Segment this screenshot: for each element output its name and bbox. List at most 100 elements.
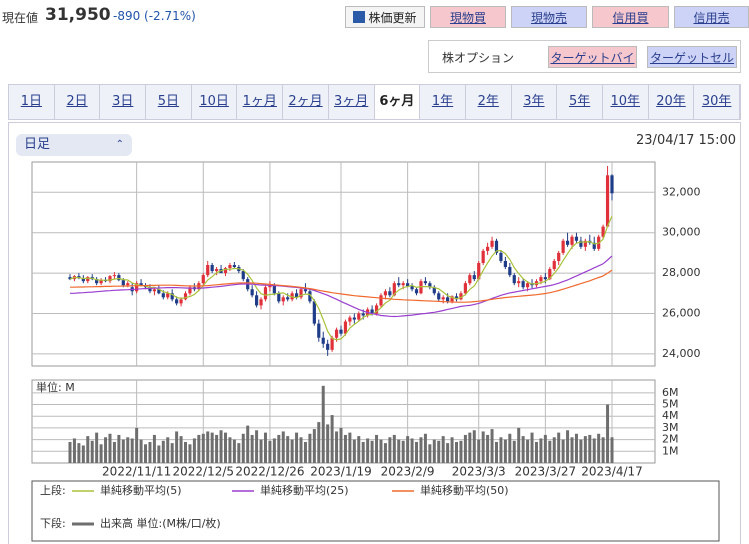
candle-body — [272, 285, 276, 294]
volume-bar — [175, 431, 179, 463]
period-tab[interactable]: 2日 — [55, 85, 101, 119]
volume-bar — [268, 440, 272, 463]
candle-body — [152, 289, 157, 292]
period-tab[interactable]: 3日 — [100, 85, 147, 119]
moving-average — [70, 255, 613, 318]
volume-bar — [290, 439, 294, 463]
volume-bar — [104, 437, 108, 463]
candle-body — [135, 283, 139, 292]
period-tab[interactable]: 5年 — [557, 85, 603, 119]
candle-body — [388, 291, 392, 296]
candle-body — [477, 262, 481, 280]
volume-bar — [383, 443, 387, 463]
period-tab[interactable]: 2年 — [466, 85, 512, 119]
volume-bar — [459, 440, 463, 463]
period-tab[interactable]: 1日 — [9, 85, 55, 119]
candle-body — [179, 299, 183, 304]
candle-body — [175, 299, 179, 304]
volume-bar — [494, 441, 498, 463]
candle-body — [414, 289, 419, 294]
volume-bar — [406, 436, 410, 463]
volume-bar — [130, 438, 134, 463]
period-tab[interactable]: 20年 — [649, 85, 695, 119]
period-tab[interactable]: 6ヶ月 — [374, 85, 421, 119]
candle-body — [410, 286, 414, 290]
candle-body — [383, 291, 388, 296]
candle-body — [548, 269, 552, 280]
volume-bar — [508, 433, 512, 463]
candle-body — [348, 317, 352, 322]
x-tick-label: 2023/3/3 — [452, 465, 506, 479]
volume-bar — [281, 431, 285, 463]
margin-buy-button[interactable]: 信用買 — [592, 6, 669, 28]
candle-body — [472, 275, 476, 280]
legend-box — [31, 480, 720, 542]
candle-body — [406, 283, 410, 287]
period-tab[interactable]: 3年 — [512, 85, 558, 119]
volume-unit: 単位: M — [36, 380, 75, 394]
candle-body — [423, 281, 428, 284]
volume-bar — [121, 439, 125, 463]
volume-bar — [397, 439, 401, 463]
target-sell-button[interactable]: ターゲットセル — [647, 46, 737, 68]
volume-bar — [139, 439, 143, 463]
x-tick-label: 2022/11/11 — [102, 465, 171, 479]
candle-body — [126, 283, 130, 286]
volume-bar — [108, 433, 112, 463]
candle-body — [601, 226, 605, 237]
volume-tick-label: 1M — [662, 444, 679, 457]
candle-body — [183, 293, 188, 300]
volume-bar — [326, 424, 330, 463]
volume-bar — [455, 441, 459, 463]
volume-bar — [312, 429, 316, 463]
period-tab[interactable]: 1年 — [420, 85, 466, 119]
period-tab[interactable]: 10年 — [603, 85, 649, 119]
spot-buy-button[interactable]: 現物買 — [430, 6, 506, 28]
y-tick-label: 30,000 — [662, 226, 701, 239]
volume-bar — [250, 434, 254, 463]
volume-bar — [588, 434, 592, 463]
candle-body — [432, 287, 436, 294]
margin-sell-button[interactable]: 信用売 — [674, 6, 749, 28]
volume-bar — [570, 437, 574, 463]
volume-bar — [148, 441, 152, 463]
volume-bar — [259, 439, 263, 463]
volume-bar — [606, 404, 610, 463]
y-tick-label: 24,000 — [662, 347, 701, 360]
candle-body — [326, 343, 330, 350]
volume-bar — [503, 439, 507, 463]
candle-body — [206, 265, 210, 276]
period-tab[interactable]: 3ヶ月 — [329, 85, 375, 119]
volume-bar — [215, 434, 219, 463]
candle-body — [157, 289, 161, 294]
volume-bar — [423, 433, 427, 463]
interval-select[interactable]: 日足 ⌃ — [16, 134, 132, 156]
volume-bar — [77, 443, 81, 463]
spot-sell-button[interactable]: 現物売 — [511, 6, 587, 28]
period-tab[interactable]: 2ヶ月 — [283, 85, 329, 119]
x-tick-label: 2023/4/17 — [581, 465, 643, 479]
candle-body — [539, 277, 543, 282]
target-buy-button[interactable]: ターゲットバイ — [548, 46, 637, 68]
volume-bar — [255, 430, 259, 463]
period-tab[interactable]: 5日 — [146, 85, 192, 119]
period-tab[interactable]: 30年 — [694, 85, 740, 119]
volume-bar — [370, 440, 374, 463]
refresh-button[interactable]: 株価更新 — [345, 6, 425, 28]
volume-bar — [170, 443, 174, 463]
candle-body — [508, 267, 512, 276]
volume-bar — [543, 434, 547, 463]
volume-bar — [348, 432, 352, 463]
volume-bar — [223, 432, 227, 463]
period-tab[interactable]: 1ヶ月 — [237, 85, 284, 119]
candle-body — [486, 246, 490, 251]
volume-bar — [179, 436, 183, 463]
candle-body — [579, 240, 583, 247]
candle-body — [228, 265, 232, 269]
period-tab[interactable]: 10日 — [192, 85, 238, 119]
volume-bar — [401, 440, 405, 463]
legend-label: 上段: — [40, 483, 66, 497]
legend-entry: 単純移動平均(50) — [420, 483, 509, 497]
option-box — [428, 40, 741, 73]
